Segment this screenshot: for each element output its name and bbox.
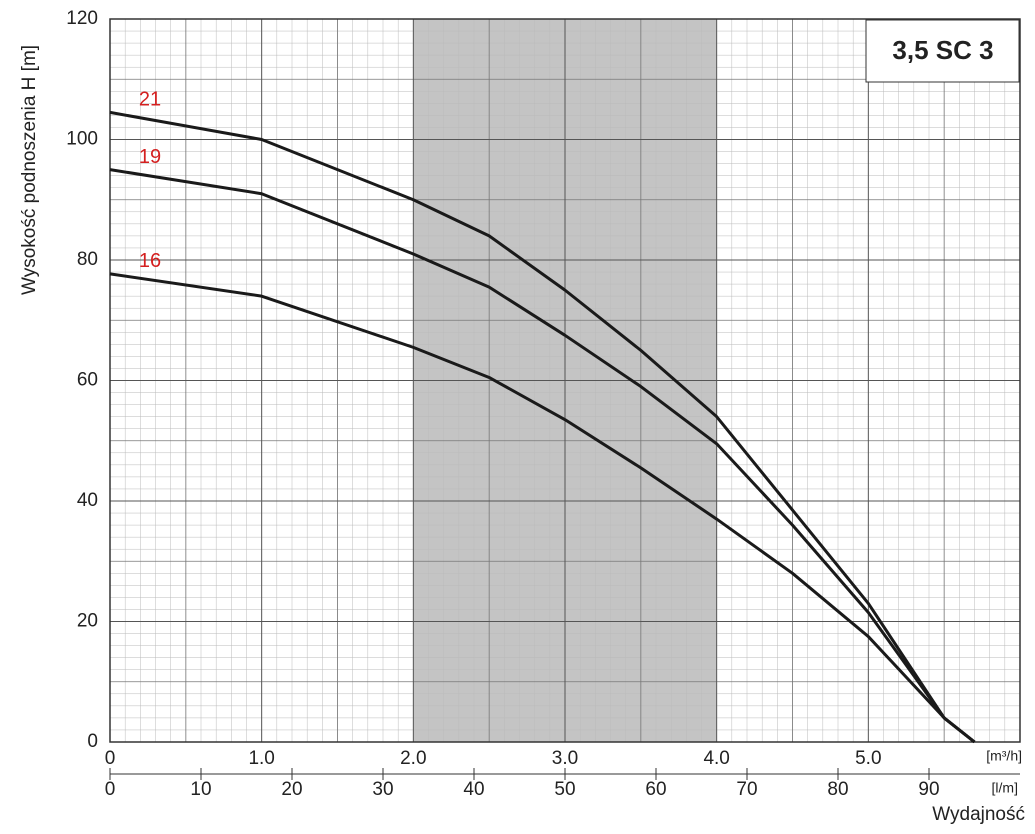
pump-curve — [109, 110, 976, 744]
y-tick-label: 120 — [66, 8, 98, 29]
curve-label: 19 — [139, 146, 161, 168]
x2-tick-label: 0 — [105, 779, 116, 800]
curve-label: 16 — [139, 250, 161, 272]
title-box — [865, 19, 1020, 83]
y-axis-label: Wysokość podnoszenia H [m] — [19, 45, 40, 295]
x2-tick-label: 70 — [736, 779, 757, 800]
x2-tick-label: 10 — [190, 779, 211, 800]
y-tick-label: 60 — [77, 370, 98, 391]
x-tick-label: 5.0 — [855, 748, 881, 769]
x-tick-label: 3.0 — [552, 748, 578, 769]
pump-curve — [109, 168, 976, 744]
pump-curve — [109, 272, 976, 744]
x2-tick-label: 40 — [463, 779, 484, 800]
x2-tick-label: 60 — [645, 779, 666, 800]
plot-frame — [109, 18, 1021, 743]
x2-unit: [l/m] — [992, 780, 1018, 796]
x-tick-label: 0 — [105, 748, 116, 769]
x2-tick-label: 80 — [827, 779, 848, 800]
x2-tick-label: 50 — [554, 779, 575, 800]
x2-tick-label: 90 — [918, 779, 939, 800]
x-unit: [m³/h] — [986, 748, 1022, 764]
y-tick-label: 100 — [66, 129, 98, 150]
y-tick-label: 20 — [77, 611, 98, 632]
chart-title: 3,5 SC 3 — [892, 35, 993, 65]
y-tick-label: 80 — [77, 249, 98, 270]
curve-label: 21 — [139, 89, 161, 111]
x2-tick-label: 20 — [281, 779, 302, 800]
x-tick-label: 4.0 — [703, 748, 729, 769]
x-tick-label: 1.0 — [248, 748, 274, 769]
x-axis-label: Wydajność — [932, 804, 1025, 825]
y-tick-label: 40 — [77, 490, 98, 511]
y-tick-label: 0 — [87, 731, 98, 752]
x-tick-label: 2.0 — [400, 748, 426, 769]
x2-tick-label: 30 — [372, 779, 393, 800]
